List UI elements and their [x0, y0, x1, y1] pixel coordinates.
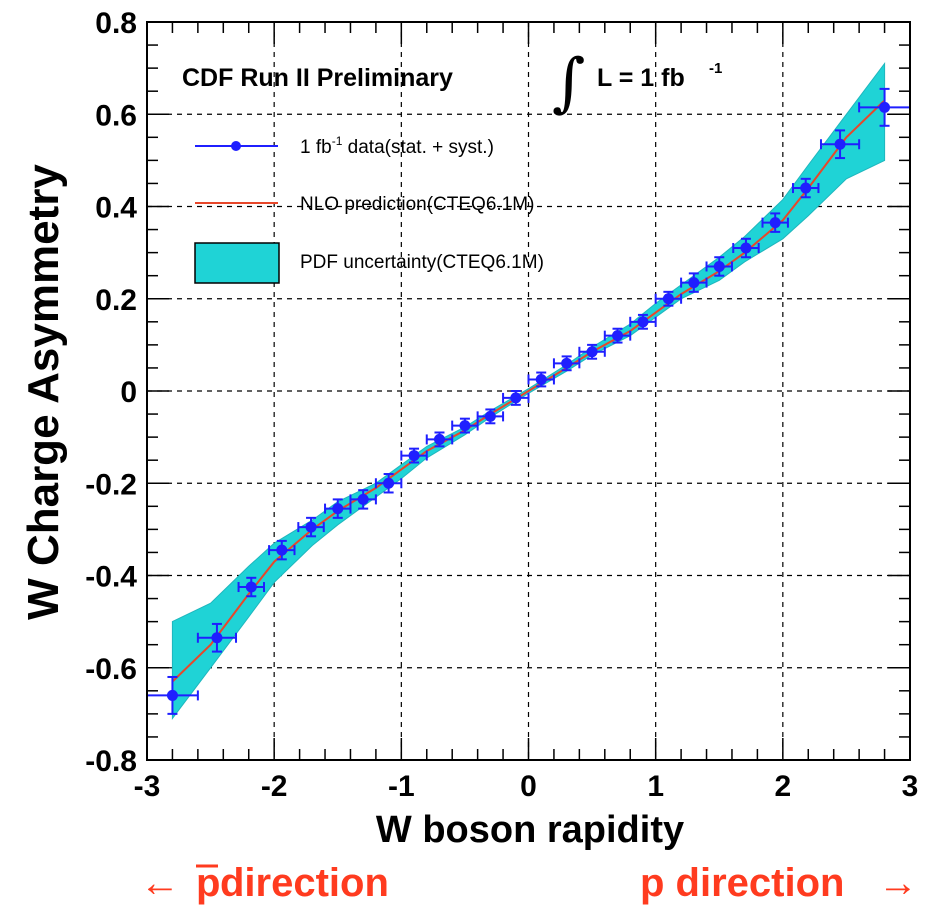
y-tick-label-6: 0.4: [95, 192, 137, 225]
data-point-23: [792, 177, 820, 199]
data-point-20: [705, 256, 733, 277]
legend-entry-data: 1 fb-1 data(stat. + syst.): [195, 134, 494, 158]
data-marker: [408, 450, 420, 462]
data-point-4: [297, 516, 325, 538]
nlo-prediction-line: [171, 99, 886, 683]
y-tick-label-7: 0.6: [95, 99, 137, 132]
data-point-13: [527, 371, 555, 388]
data-point-11: [476, 408, 505, 425]
data-point-22: [761, 212, 789, 233]
legend-entry-band: PDF uncertainty(CTEQ6.1M): [194, 242, 544, 284]
y-tick-label-2: -0.4: [85, 561, 137, 594]
data-point-5: [324, 498, 352, 519]
data-marker: [305, 521, 317, 533]
nlo-line-layer: [171, 99, 886, 683]
data-point-14: [552, 355, 581, 372]
y-axis-title: W Charge Asymmetry: [19, 164, 68, 620]
data-point-8: [400, 447, 428, 464]
pbar-direction-annotation: ← p direction: [140, 861, 389, 905]
luminosity-text: L = 1 fb: [597, 64, 685, 92]
y-tick-label-0: -0.8: [85, 745, 137, 778]
data-point-19: [680, 272, 708, 293]
data-point-17: [629, 313, 657, 330]
tick-labels: -3 -2 -1 0 1 2 3 -0.8 -0.6 -0.4 -0.2 0 0.2 0.4 0.6 0.8: [85, 7, 918, 803]
left-arrow-icon: ←: [140, 861, 180, 905]
data-marker: [688, 277, 700, 289]
x-tick-label-3: 0: [520, 770, 537, 803]
data-marker: [740, 242, 752, 254]
pbar-direction-label: direction: [220, 861, 389, 905]
data-marker: [245, 581, 257, 593]
chart-title: CDF Run II Preliminary: [182, 64, 453, 92]
data-point-10: [451, 417, 479, 434]
legend-data-pre: 1 fb: [300, 137, 332, 158]
legend-entry-nlo: NLO prediction(CTEQ6.1M): [195, 194, 534, 215]
legend-band-label: PDF uncertainty(CTEQ6.1M): [300, 252, 544, 273]
data-marker: [510, 392, 522, 404]
data-point-9: [425, 431, 454, 448]
y-tick-label-4: 0: [120, 376, 137, 409]
data-point-12: [502, 390, 530, 406]
data-marker: [166, 689, 178, 701]
data-marker: [879, 101, 891, 113]
data-point-6: [349, 489, 377, 510]
data-point-15: [578, 343, 606, 360]
data-marker: [357, 493, 369, 505]
legend: 1 fb-1 data(stat. + syst.) NLO predictio…: [194, 134, 544, 284]
x-tick-label-5: 2: [774, 770, 791, 803]
y-tick-label-3: -0.2: [85, 468, 137, 501]
legend-data-post: data(stat. + syst.): [342, 137, 494, 158]
y-tick-label-8: 0.8: [95, 7, 137, 40]
data-marker: [612, 330, 624, 342]
y-tick-label-5: 0.2: [95, 284, 137, 317]
data-marker: [332, 503, 344, 515]
data-marker: [662, 293, 674, 305]
data-marker: [276, 544, 288, 556]
data-point-3: [268, 539, 296, 561]
data-point-21: [732, 237, 760, 259]
p-direction-label: p direction: [640, 861, 844, 905]
axis-ticks: [146, 21, 911, 761]
integral-sign: ∫: [552, 46, 585, 120]
p-direction-annotation: p direction →: [640, 861, 918, 905]
data-marker: [561, 357, 573, 369]
pbar-symbol: p: [196, 861, 220, 905]
data-marker: [769, 217, 781, 229]
data-marker: [484, 410, 496, 422]
data-marker: [211, 632, 223, 644]
legend-data-label: 1 fb-1 data(stat. + syst.): [300, 134, 494, 158]
data-marker: [459, 420, 471, 432]
data-marker: [800, 182, 812, 194]
x-tick-label-6: 3: [902, 770, 919, 803]
data-marker: [586, 346, 598, 358]
legend-data-sup: -1: [332, 134, 343, 148]
data-marker: [637, 316, 649, 328]
legend-nlo-label: NLO prediction(CTEQ6.1M): [300, 194, 534, 215]
data-marker: [834, 138, 846, 150]
data-marker: [535, 373, 547, 385]
data-point-2: [237, 576, 265, 598]
data-marker: [383, 477, 395, 489]
data-point-1: [196, 622, 238, 653]
data-point-18: [654, 290, 683, 307]
x-axis-title: W boson rapidity: [376, 809, 684, 851]
data-point-16: [603, 327, 632, 344]
legend-data-marker: [231, 141, 241, 151]
x-tick-label-2: -1: [388, 770, 415, 803]
x-tick-label-0: -3: [134, 770, 161, 803]
y-tick-label-1: -0.6: [85, 653, 137, 686]
right-arrow-icon: →: [878, 861, 918, 905]
data-marker: [433, 433, 445, 445]
x-tick-label-1: -2: [261, 770, 288, 803]
luminosity-sup: -1: [709, 60, 722, 77]
data-marker: [713, 260, 725, 272]
data-point-7: [374, 473, 403, 494]
data-point-24: [819, 129, 861, 160]
legend-band-swatch: [194, 242, 280, 284]
x-tick-label-4: 1: [647, 770, 664, 803]
